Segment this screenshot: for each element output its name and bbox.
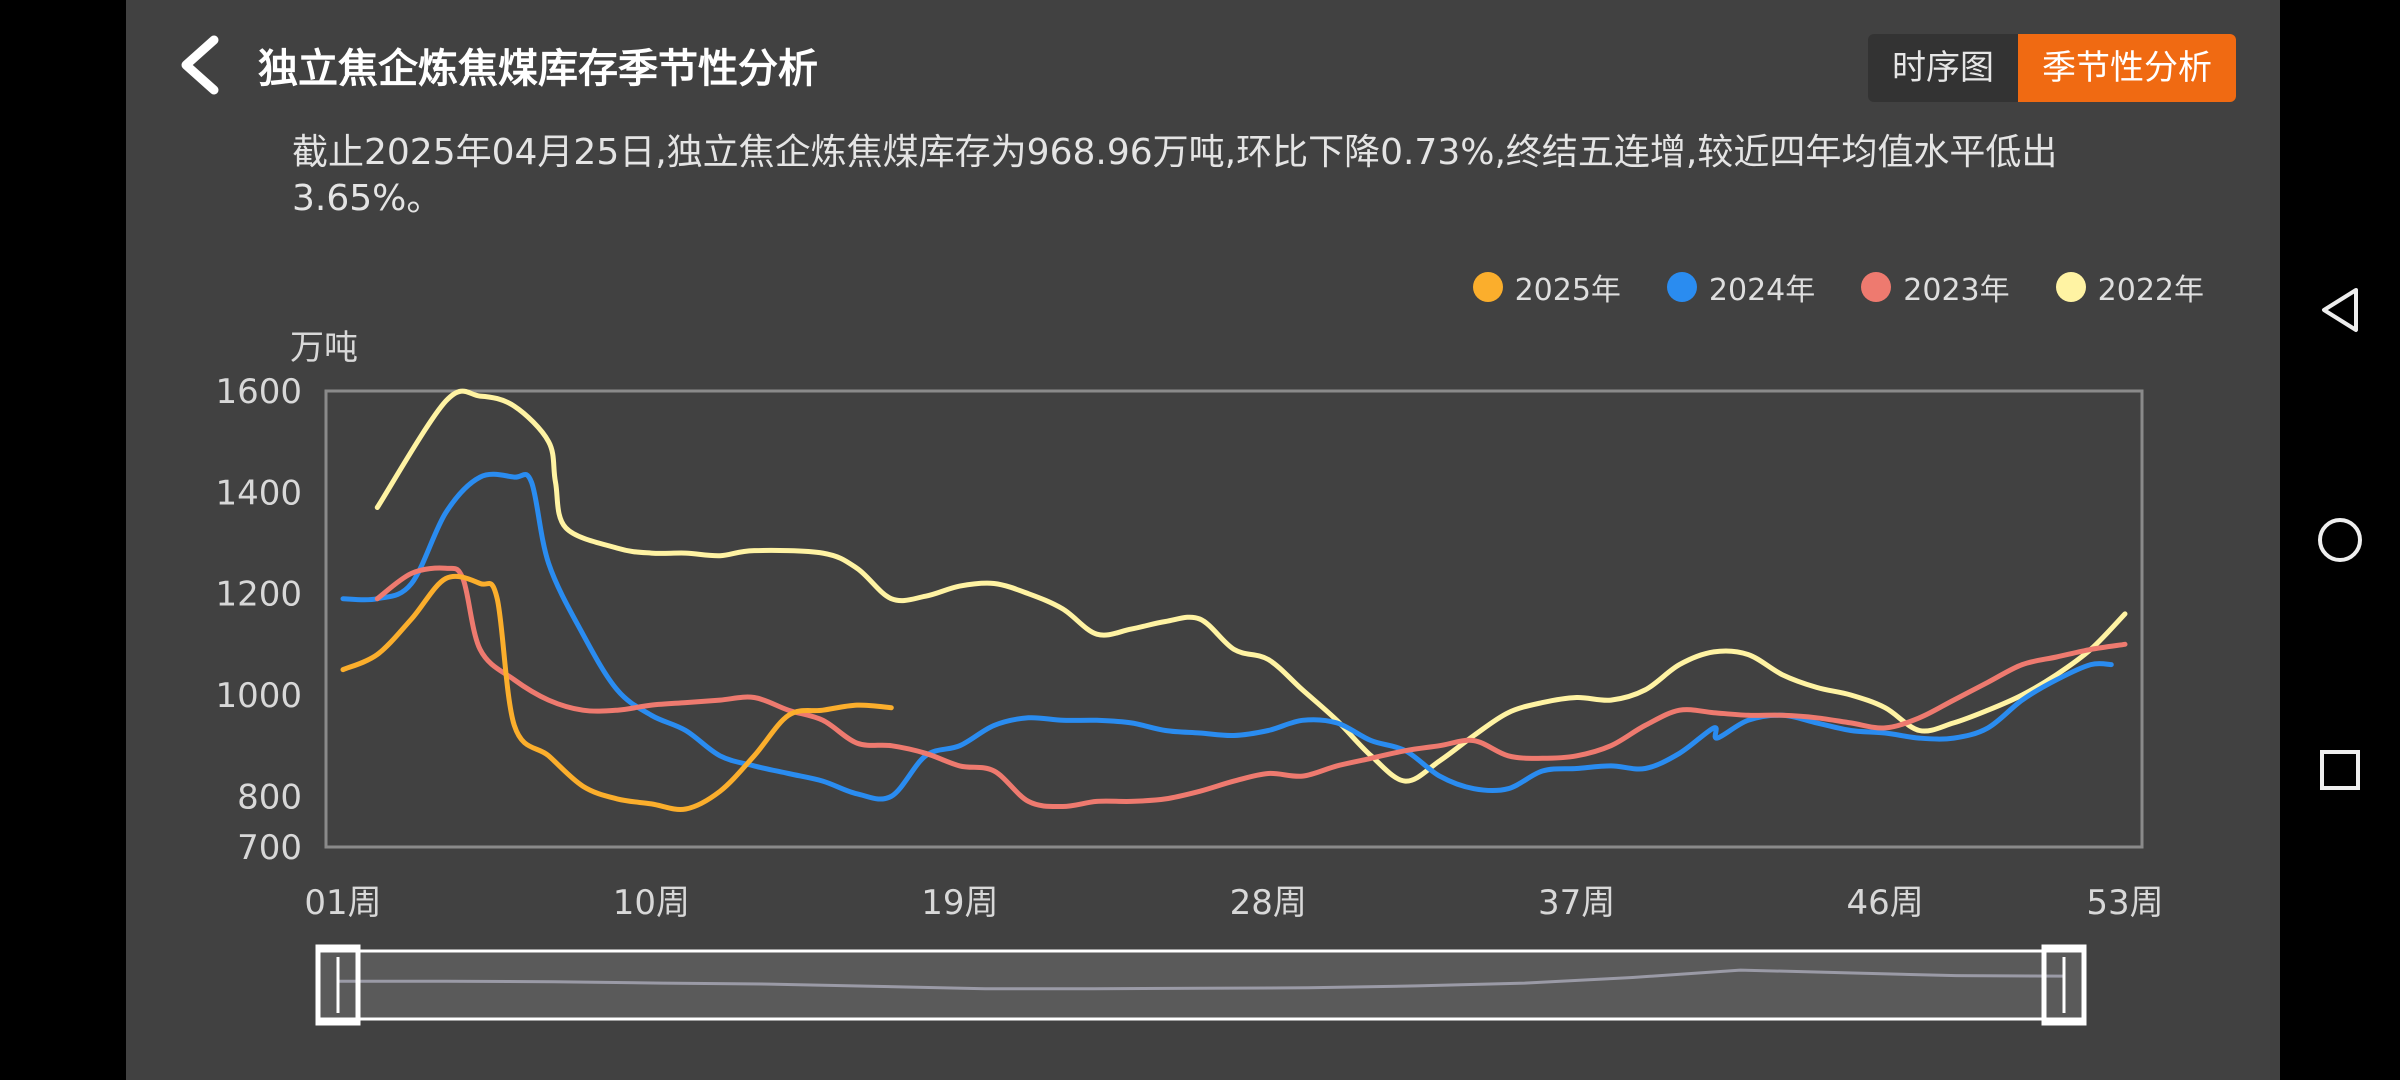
tab-seasonal[interactable]: 季节性分析 [2018, 34, 2236, 102]
legend-label: 2023年 [1903, 273, 2010, 308]
y-tick-label: 1400 [215, 473, 302, 513]
y-tick-label: 700 [237, 828, 302, 868]
app-screen: 独立焦企炼焦煤库存季节性分析 时序图 季节性分析 截止2025年04月25日,独… [126, 0, 2280, 1080]
legend-dot-icon [1861, 272, 1892, 302]
series-line-2023年 [374, 565, 2128, 810]
back-triangle-icon[interactable] [2310, 280, 2370, 340]
recents-square-icon[interactable] [2310, 740, 2370, 800]
x-tick-label: 28周 [1230, 883, 1307, 923]
system-nav-bar [2280, 0, 2400, 1080]
plot-frame [324, 389, 2144, 849]
legend-label: 2024年 [1708, 273, 1816, 308]
y-tick-label: 1600 [215, 372, 302, 412]
zoom-handle-left[interactable] [315, 944, 361, 1026]
legend-item[interactable]: 2024年 [1666, 265, 1816, 309]
x-tick-label: 46周 [1846, 883, 1923, 923]
x-tick-label: 19周 [921, 883, 998, 923]
legend-item[interactable]: 2025年 [1472, 265, 1621, 309]
series-line-2025年 [340, 573, 894, 812]
zoom-selection-window [316, 949, 2086, 1021]
x-tick-label: 01周 [304, 883, 381, 923]
y-tick-label: 800 [237, 777, 302, 817]
y-tick-label: 1000 [215, 676, 302, 716]
summary-text: 截止2025年04月25日,独立焦企炼焦煤库存为968.96万吨,环比下降0.7… [292, 132, 2058, 219]
series-line-2022年 [374, 388, 2128, 784]
legend-dot-icon [2055, 272, 2086, 302]
x-tick-label: 10周 [613, 883, 690, 923]
series-line-2024年 [340, 471, 2114, 802]
legend-label: 2025年 [1514, 273, 1621, 308]
zoom-overview-line [338, 968, 2065, 991]
view-toggle: 时序图 季节性分析 [1868, 34, 2236, 102]
tab-timeseries[interactable]: 时序图 [1892, 48, 1994, 88]
home-circle-icon[interactable] [2310, 510, 2370, 570]
y-tick-label: 1200 [215, 575, 302, 615]
x-tick-label: 37周 [1538, 883, 1615, 923]
x-tick-label: 53周 [2086, 883, 2163, 923]
page-title: 独立焦企炼焦煤库存季节性分析 [258, 46, 818, 92]
back-arrow-icon[interactable] [166, 30, 236, 100]
legend-item[interactable]: 2022年 [2055, 265, 2204, 309]
y-axis-unit: 万吨 [290, 328, 358, 368]
legend-label: 2022年 [2097, 273, 2204, 308]
legend-dot-icon [1666, 272, 1697, 302]
chart-legend: 2025年 2024年 2023年 2022年 [1472, 265, 2204, 309]
legend-item[interactable]: 2023年 [1861, 265, 2010, 309]
legend-dot-icon [1472, 272, 1503, 302]
zoom-handle-right[interactable] [2041, 944, 2087, 1026]
